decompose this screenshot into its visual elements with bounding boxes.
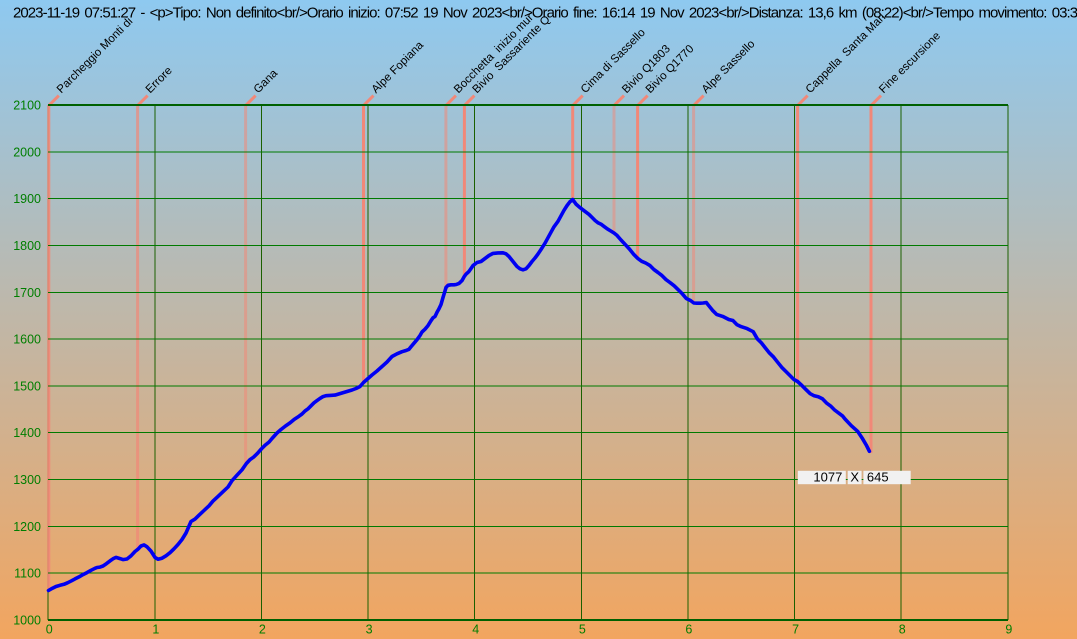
svg-text:2000: 2000 (13, 145, 41, 159)
svg-text:1800: 1800 (13, 239, 41, 253)
svg-text:7: 7 (792, 623, 799, 637)
svg-text:1: 1 (152, 623, 159, 637)
svg-text:1700: 1700 (13, 286, 41, 300)
svg-text:1000: 1000 (13, 614, 41, 628)
svg-text:1400: 1400 (13, 426, 41, 440)
svg-text:2023-11-19 07:51:27 - <p>Tipo:: 2023-11-19 07:51:27 - <p>Tipo: Non defin… (13, 5, 1077, 22)
svg-text:6: 6 (685, 623, 692, 637)
svg-text:Cappella Santa Mari: Cappella Santa Mari (804, 11, 888, 95)
svg-text:1900: 1900 (13, 192, 41, 206)
svg-text:X: X (850, 469, 859, 484)
svg-text:9: 9 (1005, 623, 1012, 637)
svg-text:2100: 2100 (13, 99, 41, 113)
svg-text:3: 3 (366, 623, 373, 637)
svg-text:5: 5 (579, 623, 586, 637)
svg-text:0: 0 (46, 623, 53, 637)
svg-text:4: 4 (472, 623, 479, 637)
svg-text:1300: 1300 (13, 473, 41, 487)
svg-text:Gana: Gana (252, 67, 281, 96)
svg-text:Bivio Sassariente Q: Bivio Sassariente Q (471, 14, 553, 96)
svg-text:Errore: Errore (144, 65, 175, 96)
svg-text:2: 2 (259, 623, 266, 637)
svg-text:Fine escursione: Fine escursione (877, 30, 943, 96)
svg-text:1500: 1500 (13, 379, 41, 393)
svg-text:1077: 1077 (813, 469, 842, 484)
svg-text:Parcheggio Monti di: Parcheggio Monti di (55, 15, 135, 95)
svg-text:Bocchetta inizio mur: Bocchetta inizio mur (452, 12, 536, 96)
svg-text:1600: 1600 (13, 333, 41, 347)
svg-text:Alpe Fopiana: Alpe Fopiana (370, 39, 427, 96)
svg-text:645: 645 (867, 469, 889, 484)
svg-text:Alpe Sassello: Alpe Sassello (700, 38, 758, 96)
svg-text:1100: 1100 (14, 567, 41, 581)
svg-text:8: 8 (899, 623, 906, 637)
svg-text:1200: 1200 (13, 520, 41, 534)
